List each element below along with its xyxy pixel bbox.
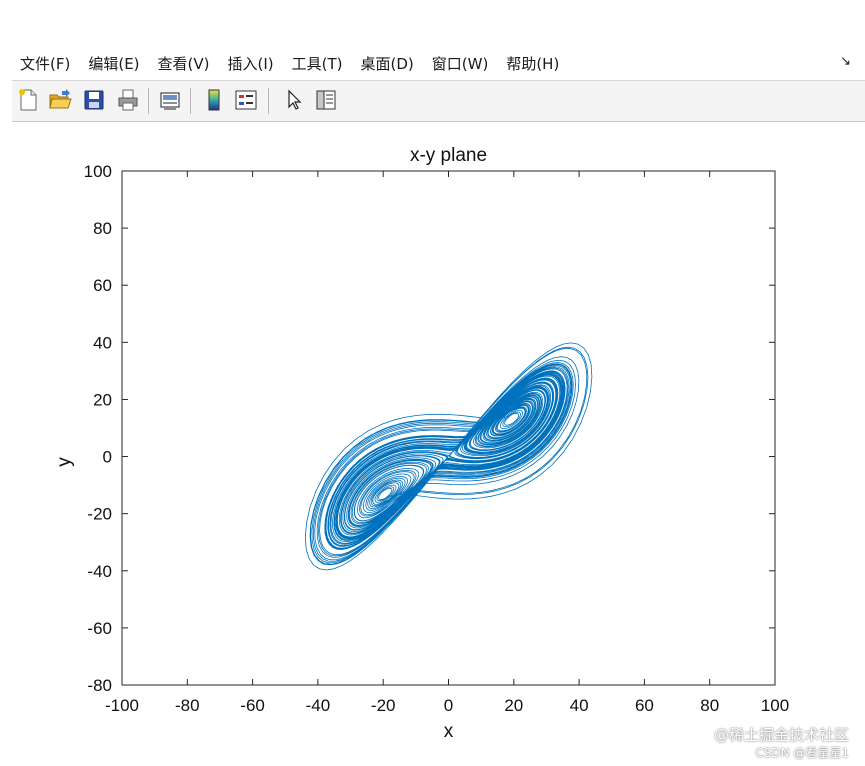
menu-view[interactable]: 查看(V) xyxy=(157,54,210,73)
menu-bar: 文件(F) 编辑(E) 查看(V) 插入(I) 工具(T) 桌面(D) 窗口(W… xyxy=(12,46,865,81)
menu-edit[interactable]: 编辑(E) xyxy=(88,54,140,73)
y-axis-label: y xyxy=(54,457,75,467)
y-tick-label: 60 xyxy=(93,276,112,295)
x-tick-label: 60 xyxy=(635,696,654,715)
x-tick-label: 80 xyxy=(700,696,719,715)
property-inspector-icon[interactable] xyxy=(314,88,338,112)
menu-file[interactable]: 文件(F) xyxy=(20,54,71,73)
x-tick-label: 20 xyxy=(504,696,523,715)
print-icon[interactable] xyxy=(116,88,140,112)
insert-colorbar-icon[interactable] xyxy=(202,88,226,112)
x-axis-label: x xyxy=(444,721,454,742)
watermark-csdn: CSDN @看星星1 xyxy=(755,746,849,760)
y-tick-label: 40 xyxy=(93,333,112,352)
x-tick-label: -40 xyxy=(306,696,331,715)
y-tick-label: 20 xyxy=(93,390,112,409)
chart-title: x-y plane xyxy=(410,145,487,166)
y-tick-label: -60 xyxy=(87,619,112,638)
toolbar-separator xyxy=(268,88,269,114)
x-tick-label: 40 xyxy=(570,696,589,715)
y-tick-label: -40 xyxy=(87,562,112,581)
link-plot-icon[interactable] xyxy=(158,88,182,112)
x-tick-label: -60 xyxy=(240,696,265,715)
menu-help[interactable]: 帮助(H) xyxy=(506,54,560,73)
xy-plane-chart: -100 -80 -60 -40 -20 0 20 40 60 80 100-80-60-40-20… xyxy=(54,145,789,742)
series-line-trajectory xyxy=(304,342,593,571)
x-tick-label: 0 xyxy=(444,696,453,715)
y-tick-label: -80 xyxy=(87,676,112,695)
toolbar xyxy=(12,81,865,122)
x-tick-label: 100 xyxy=(761,696,789,715)
figure-canvas: -100 -80 -60 -40 -20 0 20 40 60 80 100 -80 -60 -40 -20… xyxy=(12,122,865,766)
menu-tools[interactable]: 工具(T) xyxy=(291,54,343,73)
y-tick-label: 0 xyxy=(103,448,112,467)
watermark-juejin: @稀土掘金技术社区 xyxy=(713,726,849,744)
x-tick-label: -80 xyxy=(175,696,200,715)
y-tick-label: 80 xyxy=(93,219,112,238)
new-figure-icon[interactable] xyxy=(16,88,40,112)
edit-plot-cursor-icon[interactable] xyxy=(282,88,306,112)
y-tick-label: 100 xyxy=(84,162,112,181)
menu-desktop[interactable]: 桌面(D) xyxy=(360,54,414,73)
x-tick-label: -20 xyxy=(371,696,396,715)
y-tick-label: -20 xyxy=(87,505,112,524)
x-tick-label: -100 xyxy=(105,696,139,715)
dock-arrow-icon[interactable]: ↘ xyxy=(840,54,851,69)
open-file-icon[interactable] xyxy=(48,88,72,112)
toolbar-separator xyxy=(190,88,191,114)
insert-legend-icon[interactable] xyxy=(234,88,258,112)
menu-insert[interactable]: 插入(I) xyxy=(227,54,274,73)
toolbar-separator xyxy=(148,88,149,114)
save-icon[interactable] xyxy=(82,88,106,112)
menu-window[interactable]: 窗口(W) xyxy=(431,54,489,73)
